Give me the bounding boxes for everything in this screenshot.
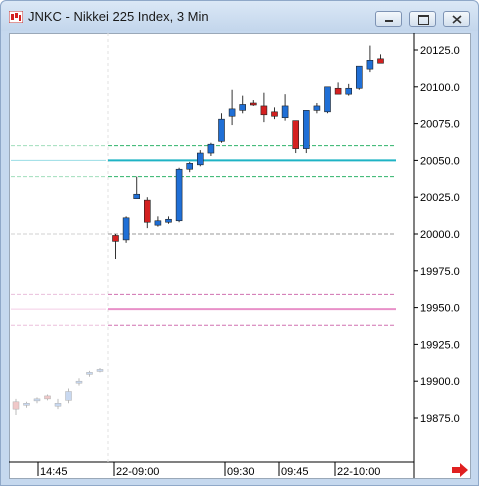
prior-candle-body[interactable] [96,369,104,372]
candle-body[interactable] [228,108,236,117]
x-tick-label: 09:45 [281,466,309,478]
y-tick-label: 19925.0 [420,339,460,351]
candle-body[interactable] [197,152,204,166]
candle-body[interactable] [345,87,353,95]
minimize-icon [385,20,393,22]
candle-body[interactable] [324,86,331,113]
candle-body[interactable] [122,217,130,241]
candle-body[interactable] [239,104,246,111]
candle-body[interactable] [175,168,183,222]
y-tick-label: 19875.0 [420,413,460,425]
scroll-right-arrow-icon[interactable] [452,463,468,477]
y-tick-label: 20125.0 [420,45,460,57]
app-icon [9,11,23,23]
candle-body[interactable] [144,199,151,223]
candle-body[interactable] [281,105,289,119]
candle-body[interactable] [302,110,310,149]
y-tick-label: 19975.0 [420,266,460,278]
title-bar[interactable]: JNKC - Nikkei 225 Index, 3 Min [1,1,478,31]
maximize-button[interactable] [409,11,436,27]
candle-body[interactable] [165,218,172,223]
y-tick-label: 20050.0 [420,155,460,167]
candle-body[interactable] [186,163,193,170]
candle-body[interactable] [292,120,300,149]
prior-candle-body[interactable] [86,372,93,375]
prior-candle-body[interactable] [12,401,20,410]
y-tick-label: 20100.0 [420,82,460,94]
minimize-button[interactable] [375,11,402,27]
x-tick-label: 14:45 [40,466,68,478]
x-tick-label: 22-09:00 [116,466,159,478]
candle-body[interactable] [271,111,278,117]
prior-candle-body[interactable] [65,391,72,401]
prior-candle-body[interactable] [23,403,30,406]
y-tick-label: 20025.0 [420,192,460,204]
x-tick-label: 09:30 [227,466,255,478]
close-button[interactable] [443,11,470,27]
y-tick-label: 20000.0 [420,229,460,241]
candle-body[interactable] [250,102,257,106]
candle-body[interactable] [377,58,384,64]
close-icon [452,15,462,24]
x-tick-label: 22-10:00 [337,466,380,478]
candle-body[interactable] [133,193,140,199]
candle-body[interactable] [207,143,215,154]
candle-body[interactable] [355,65,363,89]
candle-body[interactable] [366,60,374,70]
candle-body[interactable] [313,105,321,111]
prior-candle-body[interactable] [54,403,62,407]
prior-candle-body[interactable] [33,398,41,402]
candle-body[interactable] [260,105,268,116]
prior-candle-body[interactable] [75,380,83,384]
candle-body[interactable] [154,220,162,226]
window-title: JNKC - Nikkei 225 Index, 3 Min [28,9,209,24]
y-tick-label: 20075.0 [420,119,460,131]
maximize-icon [418,15,429,25]
y-tick-label: 19900.0 [420,376,460,388]
candle-body[interactable] [218,118,225,142]
y-tick-label: 19950.0 [420,303,460,315]
prior-candle-body[interactable] [44,395,51,400]
candle-body[interactable] [112,235,119,242]
candle-body[interactable] [334,87,342,95]
